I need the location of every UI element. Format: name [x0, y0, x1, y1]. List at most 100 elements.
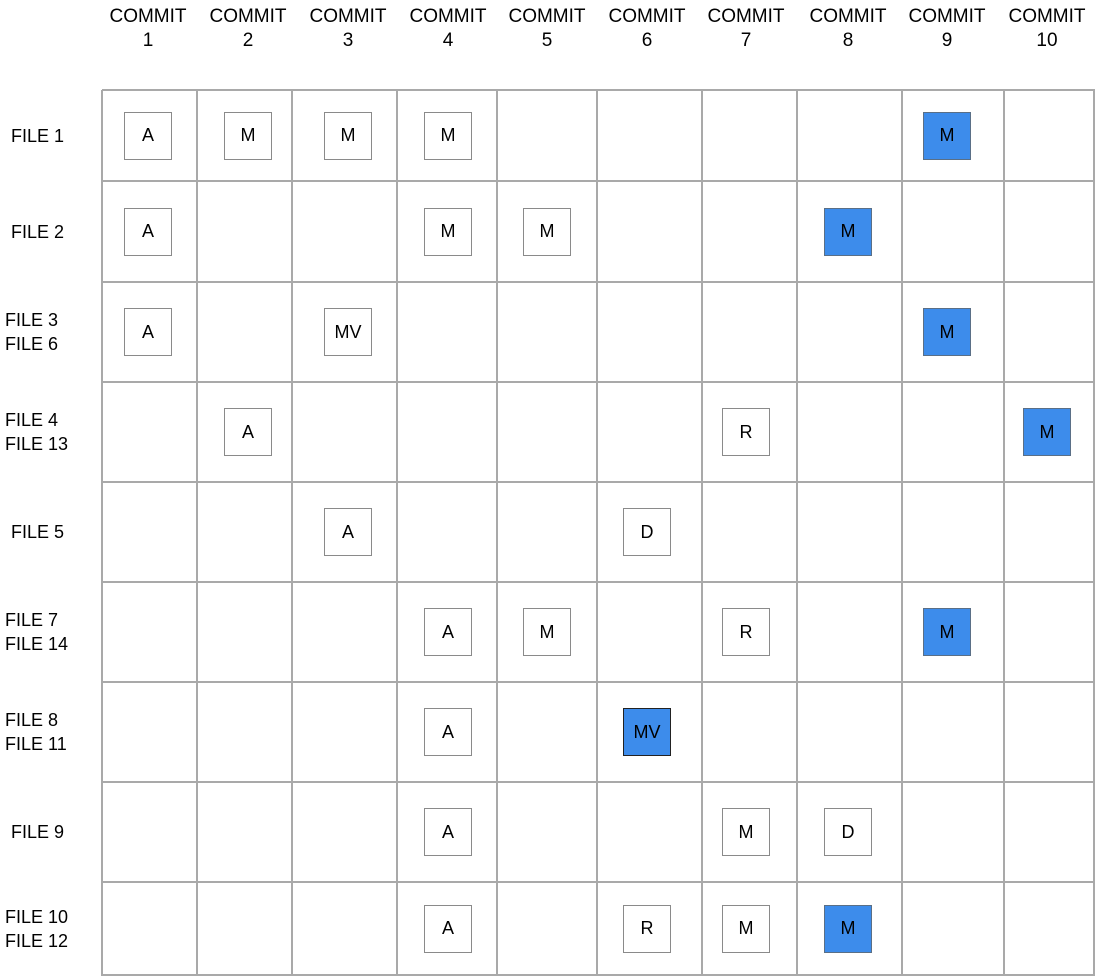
change-marker-mv: MV	[324, 308, 372, 356]
grid-horizontal-line	[102, 581, 1095, 583]
column-header-text: COMMIT	[309, 6, 387, 27]
change-marker-text: R	[640, 918, 654, 938]
file-name: FILE 12	[5, 930, 69, 951]
change-marker-m-highlighted: M	[1023, 408, 1071, 456]
change-marker-r: R	[722, 608, 770, 656]
change-marker-text: M	[939, 621, 955, 642]
change-marker-text: M	[1039, 421, 1055, 442]
row-label-4: FILE 4 FILE 13	[5, 408, 68, 456]
change-marker-a: A	[324, 508, 372, 556]
column-header-text: 4	[442, 30, 454, 51]
change-marker-r: R	[722, 408, 770, 456]
change-marker-m-highlighted: M	[923, 308, 971, 356]
grid-vertical-line	[101, 90, 103, 976]
change-marker-m-highlighted: M	[923, 111, 971, 160]
grid-horizontal-line	[102, 881, 1095, 883]
grid-vertical-line	[796, 90, 798, 976]
change-marker-text: R	[739, 421, 753, 442]
column-header-text: 7	[740, 30, 752, 51]
file-name: FILE 14	[5, 634, 69, 654]
change-marker-r: R	[623, 904, 671, 953]
column-header-text: 9	[941, 30, 953, 51]
change-marker-a: A	[424, 608, 472, 656]
file-name: FILE 10	[5, 906, 69, 927]
row-label-2: FILE 2	[11, 220, 64, 244]
grid-horizontal-line	[102, 281, 1095, 283]
row-label-6: FILE 7 FILE 14	[5, 608, 68, 656]
change-marker-text: M	[738, 821, 754, 842]
change-marker-m: M	[523, 608, 571, 656]
column-header-text: COMMIT	[908, 6, 986, 27]
change-marker-text: A	[241, 421, 254, 442]
change-marker-d: D	[824, 808, 872, 856]
row-label-3: FILE 3 FILE 6	[5, 308, 58, 356]
change-marker-a: A	[424, 904, 472, 953]
change-marker-text: M	[340, 125, 356, 145]
grid-horizontal-line	[102, 381, 1095, 383]
column-header-commit-10: COMMIT 10	[1008, 5, 1085, 53]
grid-vertical-line	[1093, 90, 1095, 976]
column-header-text: COMMIT	[707, 6, 785, 27]
column-header-text: COMMIT	[109, 6, 187, 27]
change-marker-m: M	[324, 111, 372, 160]
column-header-commit-4: COMMIT 4	[409, 5, 486, 53]
file-name: FILE 9	[11, 822, 65, 842]
column-header-commit-1: COMMIT 1	[109, 5, 186, 53]
file-name: FILE 5	[11, 522, 65, 542]
column-header-text: 3	[342, 30, 354, 51]
change-marker-a: A	[224, 408, 272, 456]
change-marker-text: M	[440, 125, 456, 145]
column-header-commit-3: COMMIT 3	[309, 5, 386, 53]
change-marker-text: M	[240, 125, 256, 145]
row-label-9: FILE 10 FILE 12	[5, 905, 68, 953]
change-marker-text: A	[141, 221, 154, 241]
change-marker-text: A	[441, 721, 454, 742]
file-name: FILE 13	[5, 434, 69, 454]
file-name: FILE 8	[5, 710, 59, 730]
grid-vertical-line	[596, 90, 598, 976]
grid-vertical-line	[901, 90, 903, 976]
grid-vertical-line	[291, 90, 293, 976]
column-header-text: COMMIT	[809, 6, 887, 27]
column-header-text: COMMIT	[1008, 6, 1086, 27]
column-header-commit-5: COMMIT 5	[508, 5, 585, 53]
file-name: FILE 3	[5, 310, 59, 330]
file-name: FILE 2	[11, 221, 65, 242]
change-marker-text: D	[640, 521, 654, 542]
change-marker-m-highlighted: M	[824, 904, 872, 953]
column-header-commit-7: COMMIT 7	[707, 5, 784, 53]
change-marker-text: A	[141, 125, 154, 145]
change-marker-text: M	[738, 918, 754, 938]
file-name: FILE 6	[5, 334, 59, 354]
column-header-text: 2	[242, 30, 254, 51]
change-marker-a: A	[124, 111, 172, 160]
change-marker-text: A	[441, 621, 454, 642]
change-marker-m: M	[722, 808, 770, 856]
column-header-text: COMMIT	[409, 6, 487, 27]
file-name: FILE 11	[5, 734, 67, 754]
column-header-commit-9: COMMIT 9	[908, 5, 985, 53]
change-marker-m: M	[523, 207, 571, 256]
change-marker-a: A	[124, 308, 172, 356]
change-marker-m-highlighted: M	[923, 608, 971, 656]
change-marker-text: MV	[633, 721, 661, 742]
column-header-text: COMMIT	[608, 6, 686, 27]
grid-horizontal-line	[102, 180, 1095, 182]
change-marker-text: M	[840, 918, 856, 938]
change-marker-m-highlighted: M	[824, 207, 872, 256]
change-marker-a: A	[124, 207, 172, 256]
change-marker-m: M	[224, 111, 272, 160]
grid-horizontal-line	[102, 681, 1095, 683]
column-header-text: COMMIT	[209, 6, 287, 27]
change-marker-text: D	[841, 821, 855, 842]
row-label-5: FILE 5	[11, 520, 64, 544]
column-header-commit-2: COMMIT 2	[209, 5, 286, 53]
file-name: FILE 4	[5, 410, 59, 430]
file-name: FILE 7	[5, 610, 59, 630]
column-header-text: 6	[641, 30, 653, 51]
change-marker-d: D	[623, 508, 671, 556]
change-marker-text: M	[939, 125, 955, 145]
change-marker-text: MV	[334, 321, 362, 342]
change-marker-text: M	[840, 221, 856, 241]
change-marker-a: A	[424, 708, 472, 756]
